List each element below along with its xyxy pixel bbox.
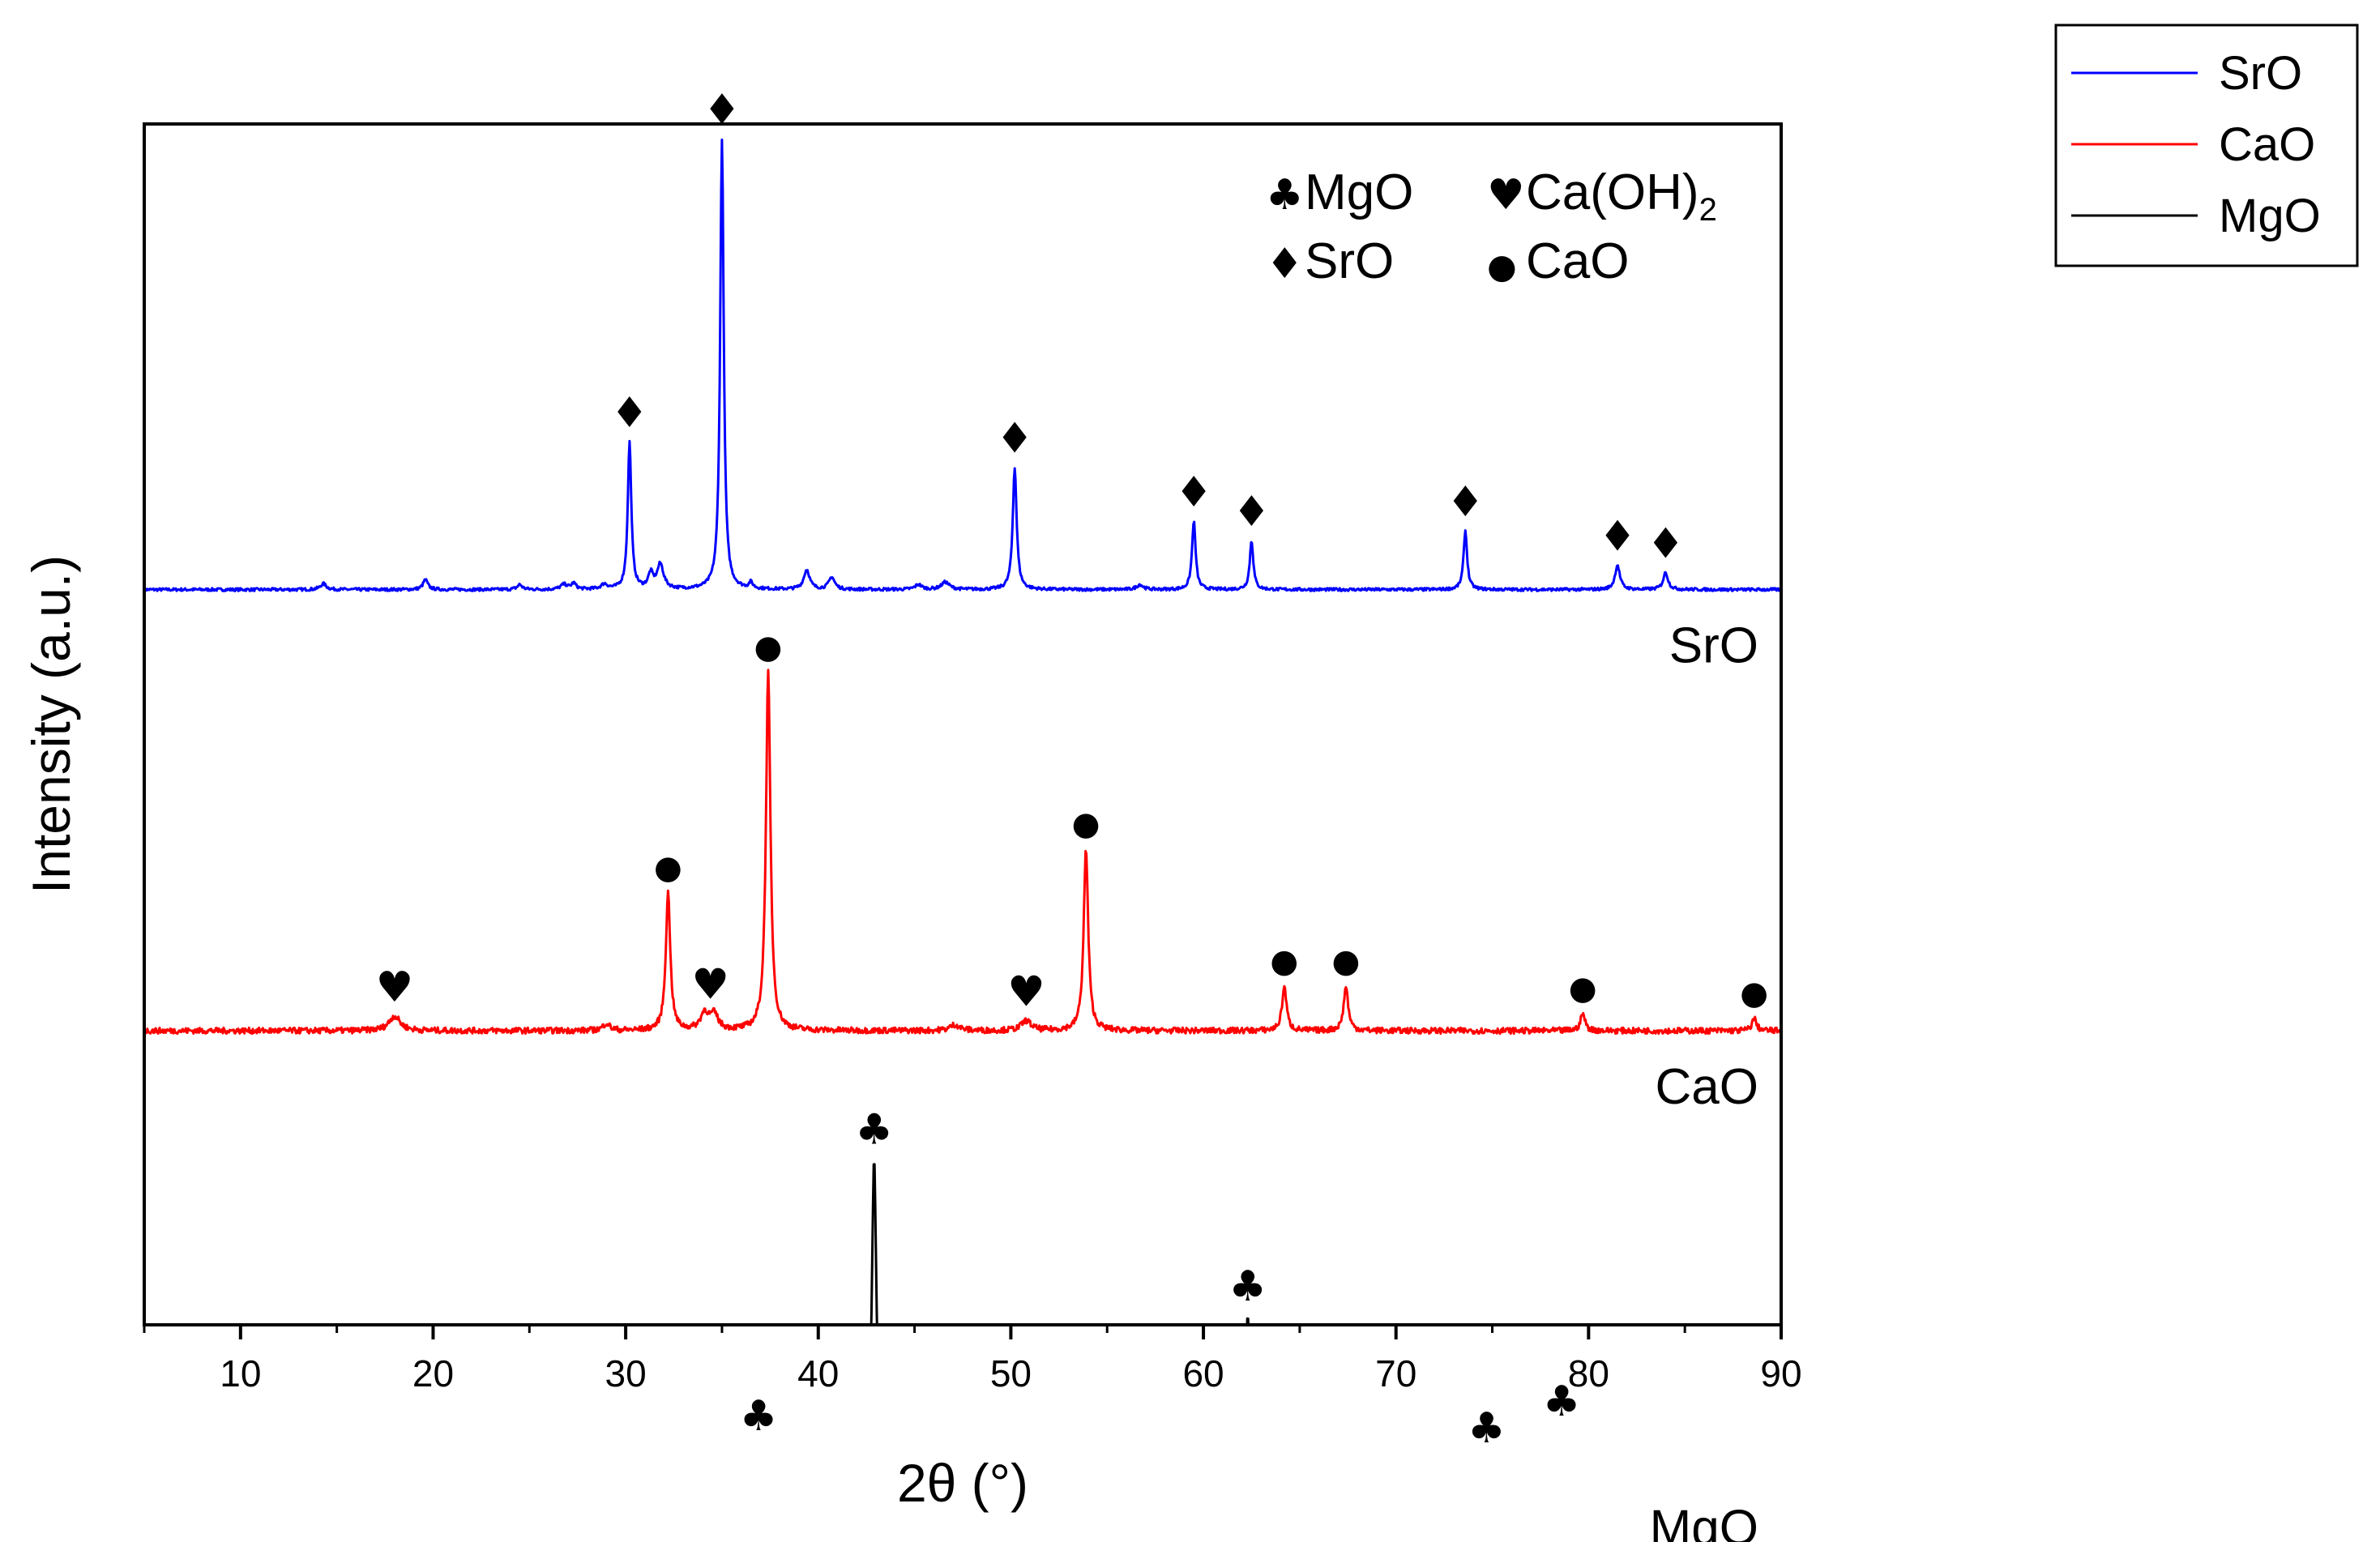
x-tick-label: 20 xyxy=(412,1352,454,1395)
legend-label: SrO xyxy=(2219,47,2302,100)
phase-markers: ♦♦♦♦ ♦ ♦♦ ♦♥●♥●♥●● ●● ●♣♣♣♣♣ xyxy=(376,86,1769,1453)
series-line-mgo xyxy=(870,1163,1250,1325)
phase-marker: ♦ xyxy=(1647,519,1685,568)
phase-marker: ● xyxy=(1569,970,1597,1007)
plot-frame xyxy=(143,122,1783,1326)
phase-key-symbol: ● xyxy=(1487,246,1517,286)
phase-key-subscript: 2 xyxy=(1699,192,1717,228)
series-labels: SrO CaO MgO xyxy=(1650,618,1758,1542)
x-tick-label: 90 xyxy=(1760,1352,1801,1395)
phase-marker: ● xyxy=(1270,942,1298,980)
x-axis-title: 2θ (°) xyxy=(897,1453,1028,1513)
phase-marker: ♦ xyxy=(1175,468,1213,517)
phase-marker: ♦ xyxy=(611,389,649,438)
phase-marker: ♦ xyxy=(703,86,741,135)
phase-key-label: CaO xyxy=(1526,233,1629,289)
phase-marker: ● xyxy=(1740,975,1768,1012)
phase-key-symbol: ♣ xyxy=(1266,171,1304,220)
series-label-sro: SrO xyxy=(1669,618,1758,674)
phase-marker: ● xyxy=(754,629,783,666)
phase-marker: ♥ xyxy=(691,961,729,1010)
phase-key: ♣ MgO ♥ Ca(OH)2 ♦ SrO ● CaO xyxy=(1266,164,1717,289)
x-tick-label: 50 xyxy=(990,1352,1032,1395)
legend-label: CaO xyxy=(2219,118,2315,171)
phase-key-symbol: ♥ xyxy=(1487,171,1525,220)
series-line-cao xyxy=(144,668,1781,1036)
phase-marker: ♦ xyxy=(1599,512,1637,561)
phase-marker: ♦ xyxy=(996,414,1034,463)
legend-label: MgO xyxy=(2219,190,2321,242)
phase-marker: ♣ xyxy=(1543,1378,1581,1426)
phase-key-label: SrO xyxy=(1305,233,1394,289)
series-layer xyxy=(144,139,1781,1325)
x-tick-label: 80 xyxy=(1568,1352,1609,1395)
series-label-cao: CaO xyxy=(1656,1059,1758,1115)
phase-marker: ♥ xyxy=(376,963,414,1012)
phase-marker: ♣ xyxy=(1468,1404,1506,1453)
x-tick-label: 40 xyxy=(797,1352,839,1395)
phase-marker: ♦ xyxy=(1233,488,1271,536)
legend: SrO CaO MgO xyxy=(2054,23,2359,267)
phase-key-symbol: ♦ xyxy=(1266,240,1304,288)
phase-marker: ● xyxy=(1331,942,1360,980)
phase-marker: ♣ xyxy=(855,1105,893,1154)
x-tick-label: 10 xyxy=(220,1352,261,1395)
phase-key-label: Ca(OH)2 xyxy=(1526,164,1717,228)
x-tick-label: 30 xyxy=(605,1352,647,1395)
phase-marker: ● xyxy=(654,849,682,886)
phase-marker: ♦ xyxy=(1446,478,1485,527)
x-tick-label: 70 xyxy=(1375,1352,1416,1395)
series-label-mgo: MgO xyxy=(1650,1500,1758,1542)
phase-key-label: MgO xyxy=(1305,164,1413,220)
y-axis-title: Intensity (a.u.) xyxy=(21,555,81,894)
phase-marker: ♣ xyxy=(1228,1262,1267,1311)
x-axis: 10 20 30 40 50 60 70 80 90 xyxy=(143,1325,1802,1395)
phase-marker: ♣ xyxy=(740,1392,778,1441)
series-line-sro xyxy=(144,139,1781,592)
phase-marker: ♥ xyxy=(1007,967,1045,1016)
phase-marker: ● xyxy=(1072,805,1100,843)
x-tick-label: 60 xyxy=(1182,1352,1224,1395)
